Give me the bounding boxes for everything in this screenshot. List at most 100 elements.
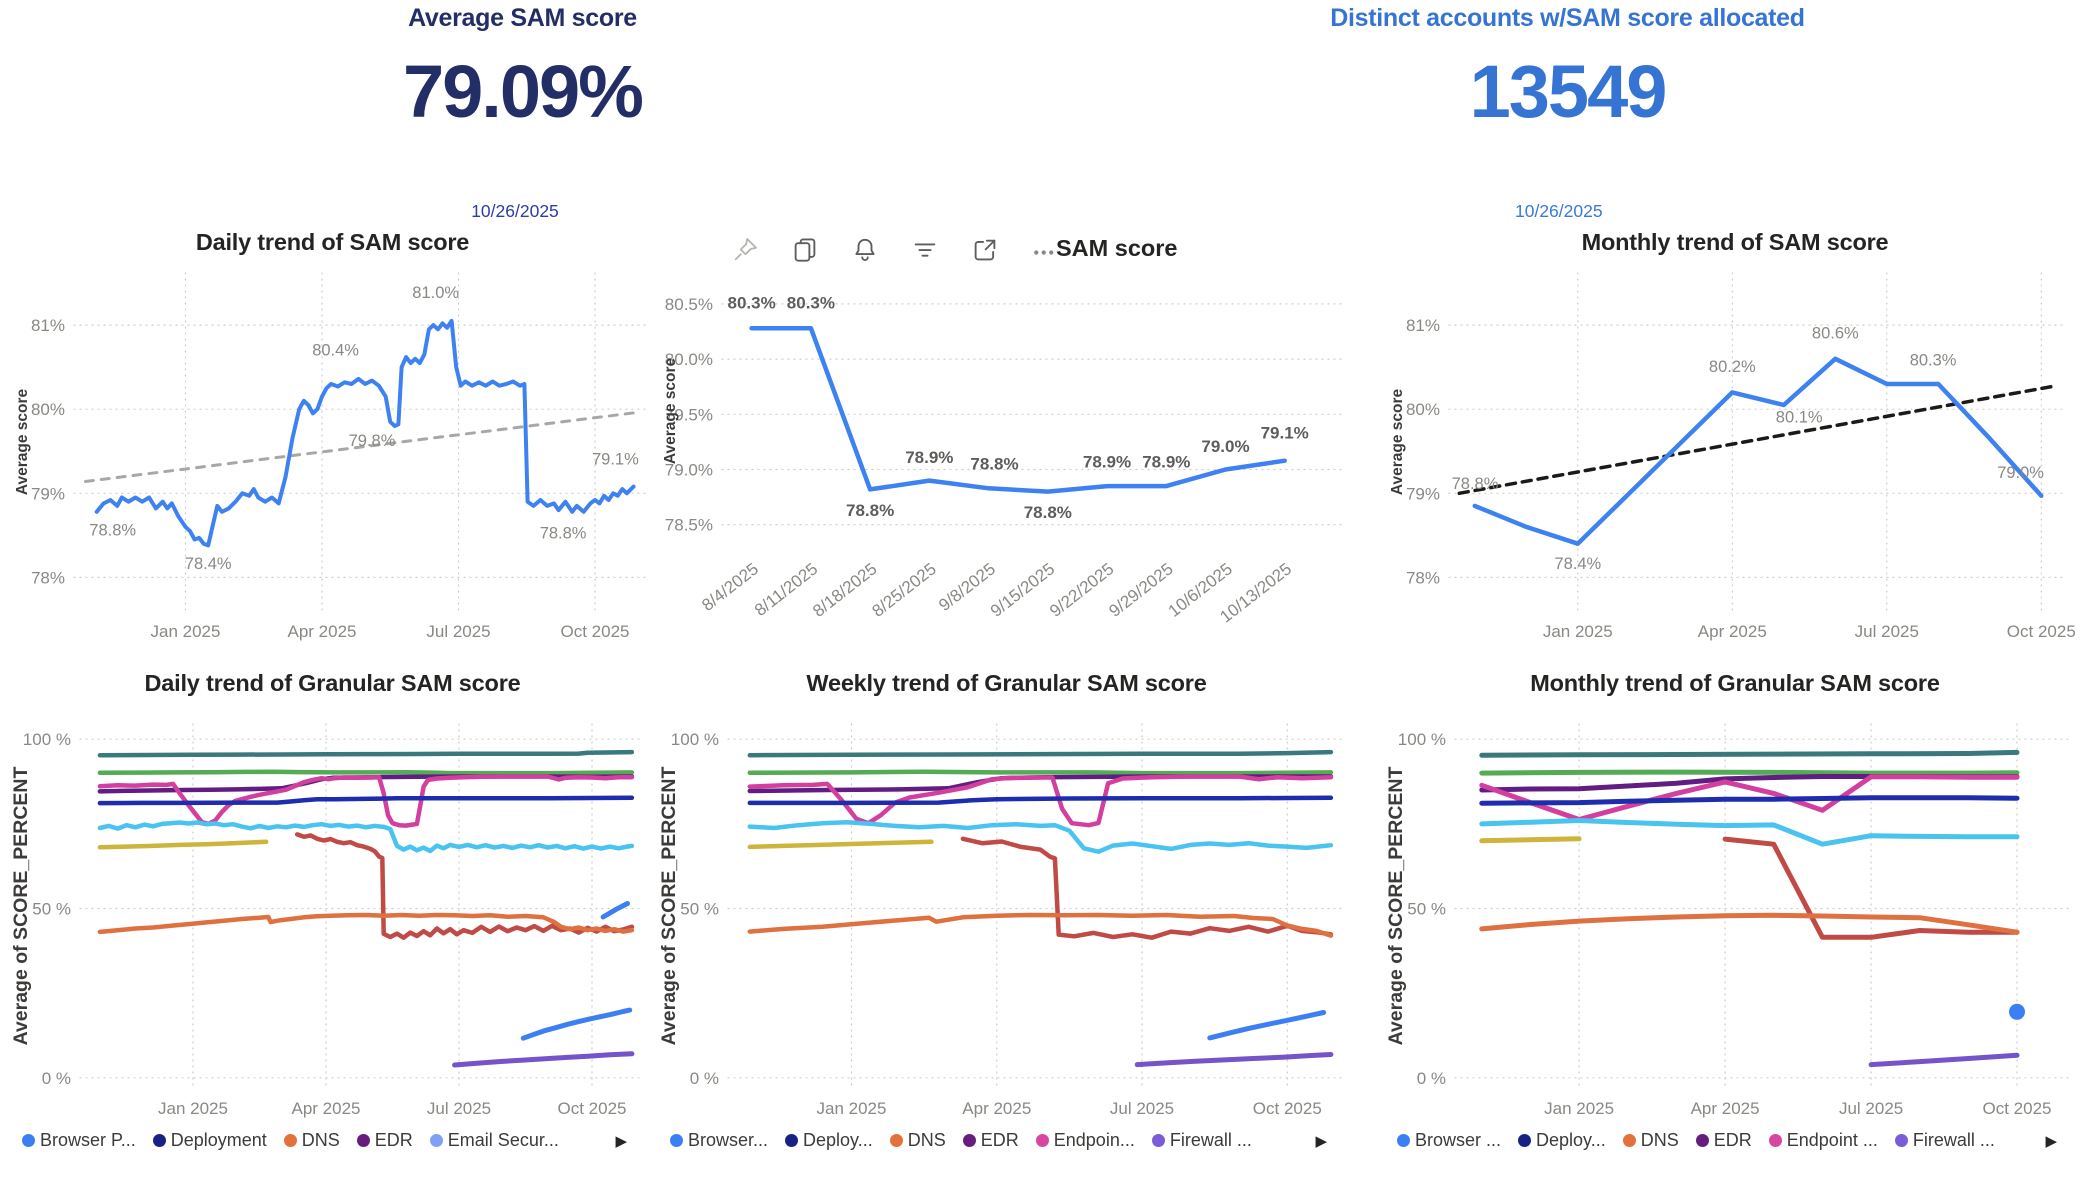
legend-item[interactable]: EDR bbox=[962, 1130, 1019, 1151]
legend-item[interactable]: DNS bbox=[889, 1130, 946, 1151]
visual-daily-granular-sam-score: Daily trend of Granular SAM score 0 % 50 … bbox=[10, 652, 655, 1176]
legend-scroll-arrow-icon[interactable]: ▶ bbox=[615, 1132, 627, 1150]
legend-scroll-arrow-icon[interactable]: ▶ bbox=[2045, 1132, 2057, 1150]
weekly-sam-score-chart[interactable]: 78.5%79.0%79.5%80.0%80.5%8/4/20258/11/20… bbox=[658, 265, 1355, 649]
svg-text:8/25/2025: 8/25/2025 bbox=[868, 559, 939, 621]
data-label: 78.9% bbox=[1142, 452, 1190, 471]
daily-granular-chart[interactable]: 0 % 50 % 100 % Jan 2025 Apr 2025 Jul 2025 Oct … bbox=[10, 712, 655, 1122]
series-line-Browser...[interactable] bbox=[1207, 1010, 1327, 1041]
series-line-Browser P... (upper segment)[interactable] bbox=[600, 901, 630, 920]
daily-sam-score-chart[interactable]: 78% 79% 80% 81% Jan 2025 Apr 2025 Jul 2025 Oct … bbox=[10, 265, 655, 647]
legend-item[interactable]: Deploy... bbox=[785, 1130, 873, 1151]
series-line-unknown-red[interactable] bbox=[1722, 836, 2020, 940]
legend-label: Endpoint ... bbox=[1786, 1130, 1878, 1150]
svg-text:80.5%: 80.5% bbox=[665, 295, 713, 314]
series-line-unknown-sky[interactable] bbox=[97, 820, 635, 854]
y-axis-title: Average score bbox=[662, 357, 679, 464]
series-line-Average score[interactable] bbox=[749, 325, 1287, 494]
series-line-Deployment[interactable] bbox=[747, 795, 1334, 806]
visual-monthly-sam-score: 10/26/2025 Monthly trend of SAM score 78… bbox=[1385, 195, 2085, 647]
legend-dot bbox=[889, 1134, 903, 1147]
svg-text:0 %: 0 % bbox=[690, 1069, 719, 1088]
focus-mode-icon[interactable] bbox=[970, 235, 1000, 265]
legend-label: Email Secur... bbox=[447, 1130, 559, 1150]
series-line-DNS[interactable] bbox=[1479, 912, 2020, 935]
weekly-granular-chart[interactable]: 0 % 50 % 100 % Jan 2025 Apr 2025 Jul 2025 Oct … bbox=[658, 712, 1355, 1122]
legend-label: Endpoin... bbox=[1053, 1130, 1135, 1150]
series-line-unknown-yellow[interactable] bbox=[747, 839, 934, 850]
series-line-unknown-sky[interactable] bbox=[1479, 818, 2020, 847]
svg-text:79%: 79% bbox=[1406, 484, 1440, 503]
chart-date: 10/26/2025 bbox=[1515, 201, 1603, 221]
data-label: 79.1% bbox=[1261, 424, 1309, 443]
legend-item[interactable]: Email Secur... bbox=[429, 1130, 559, 1151]
series-line-unknown-yellow[interactable] bbox=[1479, 836, 1582, 844]
series-line-unknown-teal[interactable] bbox=[97, 749, 635, 758]
series-line-Browser P...[interactable] bbox=[520, 1007, 633, 1041]
svg-text:Apr 2025: Apr 2025 bbox=[1691, 1099, 1760, 1118]
series-line-DNS[interactable] bbox=[747, 912, 1334, 938]
data-label: 78.8% bbox=[89, 521, 136, 539]
kpi-value: 13549 bbox=[1469, 50, 1668, 133]
data-label: 78.4% bbox=[1554, 555, 1601, 573]
legend-item[interactable]: EDR bbox=[356, 1130, 413, 1151]
series-line-unknown-red[interactable] bbox=[960, 836, 1334, 940]
series-line-unknown-green[interactable] bbox=[1479, 769, 2020, 776]
legend-item[interactable]: EDR bbox=[1695, 1130, 1752, 1151]
legend-label: EDR bbox=[1713, 1130, 1752, 1150]
legend-item[interactable]: Endpoin... bbox=[1035, 1130, 1135, 1151]
series-line-trend[interactable] bbox=[83, 411, 638, 483]
series-line-trend[interactable] bbox=[1457, 383, 2059, 496]
data-label: 80.2% bbox=[1709, 358, 1756, 376]
copy-icon[interactable] bbox=[790, 235, 820, 265]
svg-text:81%: 81% bbox=[31, 316, 65, 335]
legend-item[interactable]: DNS bbox=[1622, 1130, 1679, 1151]
series-line-Endpoint ...[interactable] bbox=[747, 774, 1334, 828]
svg-text:9/22/2025: 9/22/2025 bbox=[1046, 559, 1117, 621]
legend-item[interactable]: Firewall ... bbox=[1151, 1130, 1252, 1151]
data-label: 80.1% bbox=[1776, 409, 1823, 427]
series-line-Average score[interactable] bbox=[1472, 356, 2044, 546]
series-line-unknown-sky[interactable] bbox=[747, 819, 1334, 854]
legend-item[interactable]: DNS bbox=[283, 1130, 340, 1151]
series-point-Browser ...[interactable] bbox=[2009, 1003, 2025, 1020]
data-label: 78.9% bbox=[1083, 452, 1131, 471]
legend-scroll-arrow-icon[interactable]: ▶ bbox=[1315, 1132, 1327, 1150]
kpi-card-average-sam-score: Average SAM score 79.09% bbox=[0, 0, 1045, 165]
more-options-icon[interactable] bbox=[1030, 235, 1060, 265]
legend-item[interactable]: Browser P... bbox=[22, 1130, 136, 1151]
svg-text:Apr 2025: Apr 2025 bbox=[288, 622, 357, 641]
alert-bell-icon[interactable] bbox=[850, 235, 880, 265]
legend-item[interactable]: Deployment bbox=[152, 1130, 267, 1151]
pin-icon[interactable] bbox=[730, 235, 760, 265]
legend-dot bbox=[152, 1134, 166, 1147]
series-line-Firewall ...[interactable] bbox=[1134, 1052, 1334, 1068]
series-line-Deployment[interactable] bbox=[1479, 795, 2020, 806]
visual-weekly-sam-score: SAM score 78.5% 79.0% 79.5% 80.0% 80.5% 8/4/2… bbox=[658, 195, 1355, 647]
monthly-granular-chart[interactable]: 0 % 50 % 100 % Jan 2025 Apr 2025 Jul 2025 Oct … bbox=[1385, 712, 2085, 1122]
series-line-unknown-yellow[interactable] bbox=[97, 839, 269, 850]
series-line-DNS[interactable] bbox=[97, 912, 635, 935]
monthly-sam-score-chart[interactable]: 78% 79% 80% 81% Jan 2025 Apr 2025 Jul 2025 Oct … bbox=[1385, 265, 2085, 647]
data-label: 79.1% bbox=[592, 451, 639, 469]
svg-text:79.0%: 79.0% bbox=[665, 461, 713, 480]
legend-dot bbox=[785, 1134, 799, 1147]
series-line-Average score[interactable] bbox=[94, 318, 636, 548]
legend-item[interactable]: Browser ... bbox=[1397, 1130, 1501, 1151]
series-line-unknown-green[interactable] bbox=[97, 769, 635, 776]
filter-icon[interactable] bbox=[910, 235, 940, 265]
series-line-unknown-green[interactable] bbox=[747, 769, 1334, 776]
series-line-unknown-teal[interactable] bbox=[1479, 749, 2020, 758]
series-line-unknown-teal[interactable] bbox=[747, 749, 1334, 758]
legend-item[interactable]: Endpoint ... bbox=[1768, 1130, 1878, 1151]
series-line-Endpoint ...[interactable] bbox=[1479, 774, 2020, 822]
legend-item[interactable]: Deploy... bbox=[1518, 1130, 1606, 1151]
legend-item[interactable]: Browser... bbox=[670, 1130, 768, 1151]
legend-label: Deploy... bbox=[803, 1130, 873, 1150]
legend-item[interactable]: Firewall ... bbox=[1894, 1130, 1995, 1151]
series-line-Firewall ...[interactable] bbox=[452, 1051, 635, 1068]
legend-label: Deployment bbox=[170, 1130, 267, 1150]
series-line-Firewall ...[interactable] bbox=[1868, 1052, 2020, 1068]
series-line-Deployment[interactable] bbox=[97, 795, 635, 806]
legend-dot bbox=[283, 1134, 297, 1147]
